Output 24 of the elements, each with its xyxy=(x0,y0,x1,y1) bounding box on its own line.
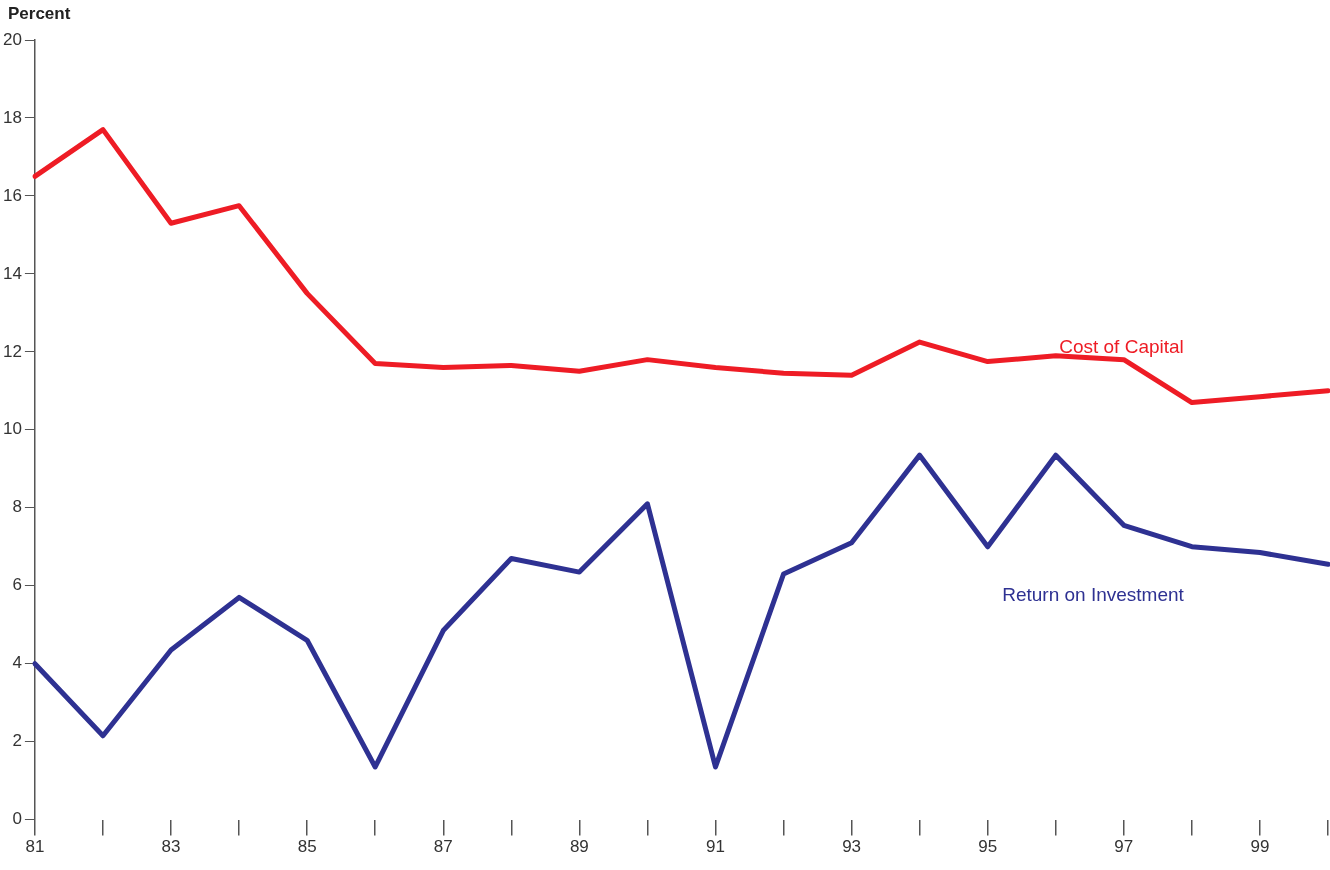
y-tick-label: 2 xyxy=(12,731,22,751)
x-tick-label: 81 xyxy=(25,837,45,857)
x-tick-label: 89 xyxy=(569,837,589,857)
series-label: Cost of Capital xyxy=(1059,336,1184,358)
x-tick-label: 91 xyxy=(706,837,725,857)
x-tick-label: 95 xyxy=(978,837,998,857)
x-tick-label: 97 xyxy=(1114,837,1134,857)
x-tick-label: 83 xyxy=(161,837,181,857)
y-tick-label: 14 xyxy=(2,263,22,283)
x-tick-label: 87 xyxy=(433,837,453,857)
y-tick-label: 6 xyxy=(12,575,22,595)
y-tick-label: 20 xyxy=(2,29,22,49)
y-tick-label: 0 xyxy=(12,809,22,829)
y-tick-label: 18 xyxy=(2,107,22,127)
y-tick-label: 10 xyxy=(2,419,22,439)
x-tick-label: 85 xyxy=(297,837,317,857)
y-tick-label: 4 xyxy=(12,653,22,673)
text: Return on Investment xyxy=(1002,584,1185,606)
y-tick-label: 8 xyxy=(12,497,22,517)
y-axis-title: Percent xyxy=(8,4,71,24)
x-tick-label: 99 xyxy=(1250,837,1270,857)
y-tick-label: 16 xyxy=(2,185,22,205)
x-tick-label: 93 xyxy=(842,837,862,857)
y-tick-label: 12 xyxy=(2,341,22,361)
